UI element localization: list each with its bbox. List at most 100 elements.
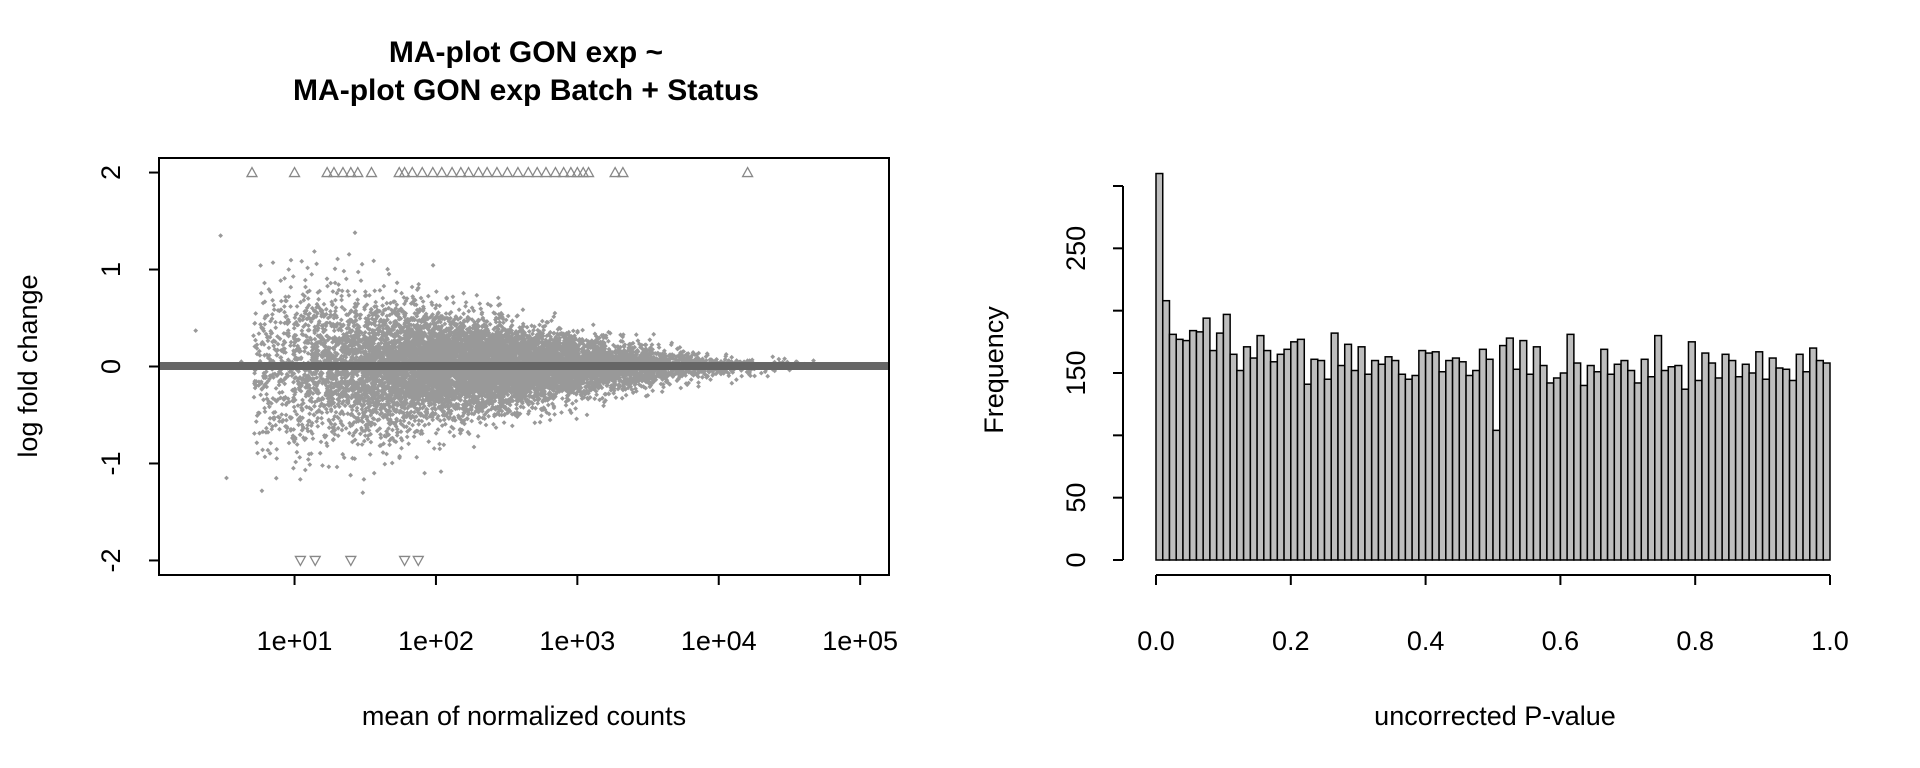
histogram-bar	[1640, 358, 1649, 561]
histogram-bar	[1209, 349, 1218, 561]
histogram-bar	[1249, 357, 1258, 561]
ma-plot-outlier-up-marker	[344, 166, 357, 178]
ma-plot-x-tick-label: 1e+04	[681, 626, 757, 656]
histogram-bar	[1559, 372, 1568, 561]
histogram-bar	[1613, 363, 1622, 561]
histogram-bar	[1600, 348, 1609, 561]
ma-plot-x-tick-label: 1e+05	[822, 626, 898, 656]
histogram-bar	[1647, 375, 1656, 561]
histogram-bar	[1276, 353, 1285, 561]
ma-plot-outlier-up-marker	[616, 166, 630, 178]
ma-plot-panel: MA-plot GON exp ~ MA-plot GON exp Batch …	[13, 36, 898, 731]
histogram-bar	[1741, 363, 1750, 561]
ma-plot-outlier-down-marker	[309, 555, 322, 567]
ma-plot-outlier-up-marker	[741, 166, 754, 178]
histogram-bar	[1775, 367, 1784, 561]
histogram-y-label: Frequency	[979, 306, 1009, 434]
ma-plot-outlier-up-marker	[336, 166, 350, 178]
histogram-bar	[1296, 338, 1306, 561]
histogram-bar	[1782, 368, 1791, 561]
histogram-y-tick-label: 250	[1061, 226, 1091, 271]
histogram-bar	[1424, 352, 1434, 561]
histogram-bar	[1721, 353, 1730, 561]
histogram-bar	[1391, 359, 1400, 561]
histogram-bar	[1546, 382, 1555, 561]
histogram-bar	[1687, 341, 1696, 561]
histogram-y-tick-label: 50	[1061, 483, 1091, 513]
histogram-bar	[1370, 359, 1380, 561]
histogram-bar	[1633, 382, 1643, 561]
ma-plot-outlier-up-marker	[351, 166, 364, 178]
histogram-bar	[1667, 366, 1676, 561]
ma-plot-y-tick-label: 1	[96, 262, 126, 277]
histogram-bar	[1465, 374, 1474, 561]
histogram-bar	[1222, 313, 1231, 561]
histogram-bar	[1815, 359, 1825, 561]
ma-plot-outlier-down-marker	[412, 555, 425, 567]
ma-plot-y-tick-label: -1	[96, 451, 126, 475]
ma-plot-outlier-up-marker	[539, 166, 553, 178]
histogram-x-tick-label: 0.8	[1676, 626, 1714, 656]
histogram-bar	[1458, 361, 1467, 561]
histogram-bar	[1525, 373, 1535, 561]
histogram-bar	[1627, 369, 1636, 561]
ma-plot-outlier-up-marker	[582, 166, 595, 178]
histogram-bar	[1445, 359, 1454, 561]
histogram-bar	[1822, 362, 1831, 561]
histogram-bar	[1579, 384, 1589, 561]
histogram-bar	[1788, 379, 1798, 561]
ma-plot-outlier-up-marker	[531, 166, 544, 178]
ma-plot-outlier-up-marker	[490, 166, 504, 178]
ma-plot-title-line-2: MA-plot GON exp Batch + Status	[293, 74, 759, 107]
histogram-bar	[1161, 299, 1171, 561]
histogram-bar	[1714, 377, 1723, 561]
histogram-x-tick-label: 0.2	[1272, 626, 1310, 656]
histogram-bar	[1330, 332, 1339, 561]
histogram-bar	[1303, 383, 1312, 561]
histogram-bar	[1654, 334, 1663, 561]
ma-plot-x-tick-label: 1e+01	[257, 626, 333, 656]
ma-plot-outlier-up-marker	[609, 166, 622, 178]
histogram-bar	[1492, 429, 1501, 561]
ma-plot-outlier-up-marker	[288, 166, 301, 178]
histogram-bar	[1680, 388, 1690, 561]
ma-plot-outlier-up-marker	[472, 166, 485, 178]
histogram-bar	[1317, 359, 1326, 561]
ma-plot-y-axis: -2 -1 0 1 2	[96, 165, 159, 572]
histogram-bar	[1404, 378, 1413, 561]
histogram-bar	[1431, 351, 1440, 561]
ma-plot-outlier-up-marker	[406, 166, 419, 178]
histogram-bar	[1343, 343, 1353, 561]
ma-plot-x-tick-label: 1e+02	[398, 626, 474, 656]
ma-plot-outlier-up-marker	[462, 166, 475, 178]
ma-plot-outlier-up-marker	[549, 166, 562, 178]
histogram-bar	[1606, 373, 1616, 561]
histogram-bar	[1229, 353, 1238, 561]
histogram-x-axis: 0.0 0.2 0.4 0.6 0.8 1.0	[1137, 574, 1849, 656]
pvalue-histogram-panel: 0.0 0.2 0.4 0.6 0.8 1.0 0 50 150 250 uncorrected…	[979, 172, 1849, 731]
histogram-bar	[1290, 341, 1299, 561]
ma-plot-x-axis: 1e+01 1e+02 1e+03 1e+04 1e+05	[257, 575, 898, 656]
ma-plot-outlier-up-marker	[511, 166, 525, 178]
histogram-bar	[1377, 363, 1386, 561]
histogram-bar	[1620, 359, 1629, 561]
histogram-bar	[1168, 333, 1177, 561]
histogram-bar	[1505, 337, 1514, 561]
histogram-bar	[1498, 344, 1508, 561]
histogram-bar	[1552, 377, 1562, 561]
ma-plot-outlier-up-marker	[321, 166, 334, 178]
histogram-bar	[1451, 357, 1461, 561]
histogram-bar	[1519, 339, 1528, 561]
histogram-bar	[1236, 369, 1245, 561]
histogram-x-tick-label: 0.4	[1407, 626, 1445, 656]
ma-plot-y-tick-label: 0	[96, 359, 126, 374]
ma-plot-outlier-up-marker	[454, 166, 467, 178]
histogram-bar	[1472, 369, 1481, 561]
histogram-bar	[1215, 332, 1225, 561]
histogram-bar	[1768, 357, 1777, 561]
histogram-bar	[1337, 364, 1346, 561]
ma-plot-outlier-up-marker	[416, 166, 429, 178]
histogram-bar	[1397, 373, 1407, 561]
histogram-y-tick-label: 150	[1061, 350, 1091, 395]
